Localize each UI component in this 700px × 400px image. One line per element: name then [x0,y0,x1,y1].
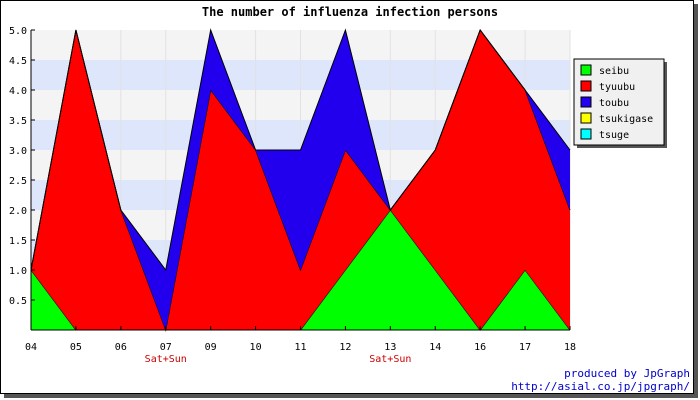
x-tick-label: 07 [160,342,172,353]
legend-swatch [580,112,592,124]
area-outline-toubu [30,28,571,272]
y-tick-label: 1.5 [9,236,27,247]
x-tick-label: 18 [564,342,576,353]
y-tick-label: 1.0 [9,266,27,277]
y-tick-label: 0.5 [9,296,27,307]
legend: seibu tyuubu toubu tsukigase tsuge [573,58,667,148]
x-tick-label: 11 [294,342,306,353]
legend-label: tsukigase [599,114,653,125]
weekend-annotation: Sat+Sun [369,354,411,365]
x-tick-label: 16 [474,342,486,353]
x-tick-label: 13 [384,342,396,353]
y-tick-label: 4.5 [9,56,27,67]
x-tick-label: 06 [115,342,127,353]
area-tyuubu [31,30,570,330]
area-seibu [31,210,570,330]
credit-line-1: produced by JpGraph [564,367,690,380]
x-tick-label: 04 [25,342,37,353]
legend-swatch [580,80,592,92]
x-tick-label: 12 [339,342,351,353]
legend-swatch [580,128,592,140]
area-toubu [31,30,570,330]
y-tick-label: 4.0 [9,86,27,97]
x-tick-label: 05 [70,342,82,353]
y-tick-label: 2.0 [9,206,27,217]
legend-swatch [580,96,592,108]
legend-label: toubu [599,98,629,109]
y-tick-label: 5.0 [9,26,27,37]
legend-label: seibu [599,66,629,77]
weekend-annotation: Sat+Sun [145,354,187,365]
x-tick-label: 17 [519,342,531,353]
y-tick-label: 2.5 [9,176,27,187]
x-tick-label: 10 [250,342,262,353]
y-tick-label: 3.0 [9,146,27,157]
y-tick-label: 3.5 [9,116,27,127]
axes: 0.5 1.0 1.5 2.0 2.5 3.0 3.5 4.0 4.5 5.0 04 05 06 07 09… [9,26,576,365]
legend-label: tyuubu [599,82,635,93]
x-tick-label: 14 [429,342,441,353]
chart-title: The number of influenza infection person… [202,5,498,19]
credit-link[interactable]: http://asial.co.jp/jpgraph/ [511,380,690,393]
legend-label: tsuge [599,130,629,141]
x-tick-label: 09 [205,342,217,353]
legend-swatch [580,64,592,76]
